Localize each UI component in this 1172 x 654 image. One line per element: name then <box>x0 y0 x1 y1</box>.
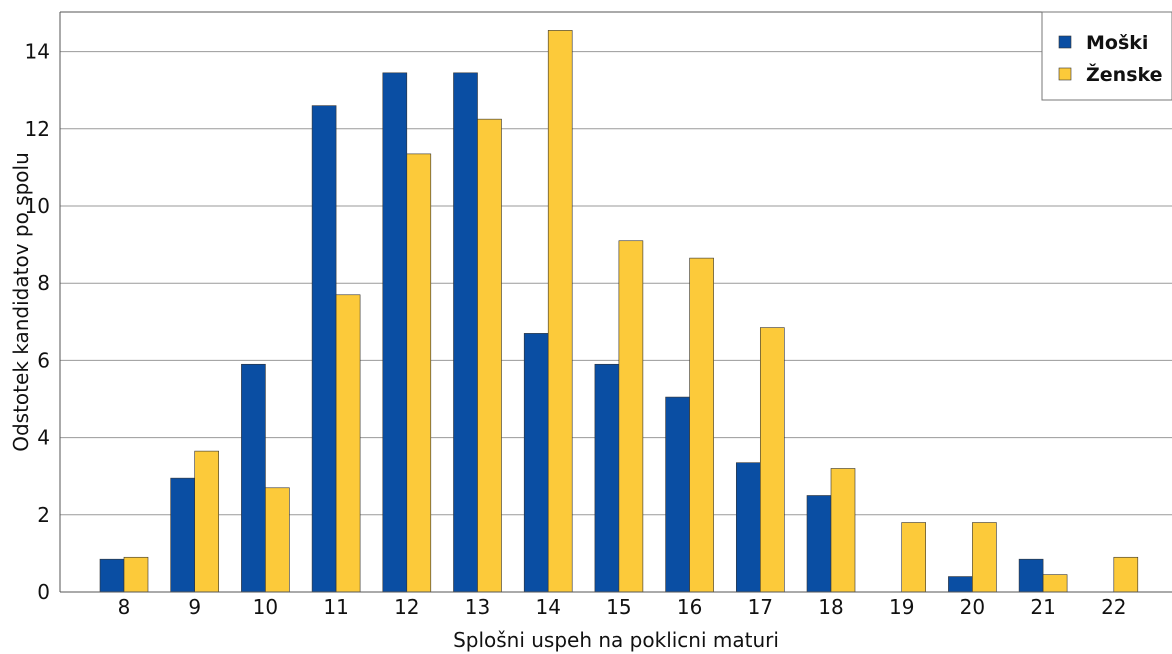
legend-label-moski: Moški <box>1086 32 1148 54</box>
y-tick-label: 0 <box>37 580 50 604</box>
x-tick-labels: 8 9 10 11 12 13 14 15 16 17 18 19 20 21 22 <box>118 595 1127 619</box>
axes <box>59 11 1172 593</box>
bar-zenske <box>335 294 361 593</box>
y-tick-label: 6 <box>37 348 50 372</box>
bar-zenske <box>1113 556 1139 593</box>
bar-zenske <box>477 118 502 593</box>
y-tick-label: 2 <box>37 503 50 527</box>
bar-zenske <box>901 522 927 593</box>
legend-swatch-zenske <box>1058 67 1072 81</box>
bar-moski <box>311 105 337 593</box>
y-tick-label: 10 <box>25 194 50 218</box>
legend-swatch-moski <box>1058 35 1072 49</box>
y-axis-title: Odstotek kandidatov po spolu <box>9 152 33 452</box>
bar-moski <box>170 477 195 593</box>
bar-moski <box>806 495 832 593</box>
y-tick-label: 14 <box>25 40 50 64</box>
x-tick-label: 20 <box>960 595 985 619</box>
bar-moski <box>1018 558 1044 593</box>
x-tick-label: 14 <box>535 595 560 619</box>
y-tick-label: 4 <box>37 426 50 450</box>
x-tick-label: 22 <box>1101 595 1126 619</box>
bar-moski <box>735 462 761 593</box>
bar-moski <box>241 363 266 593</box>
x-tick-label: 11 <box>323 595 348 619</box>
x-tick-label: 19 <box>889 595 914 619</box>
bar-zenske <box>123 556 149 593</box>
bar-zenske <box>759 327 785 593</box>
bar-zenske <box>972 522 997 593</box>
bar-zenske <box>265 487 290 593</box>
legend: Moški Ženske <box>1041 11 1172 101</box>
bars <box>99 30 1139 593</box>
x-tick-label: 16 <box>677 595 702 619</box>
x-axis-title: Splošni uspeh na poklicni maturi <box>453 628 779 652</box>
bar-moski <box>382 72 408 593</box>
y-tick-labels: 0 2 4 6 8 10 12 14 <box>25 40 50 604</box>
x-tick-label: 18 <box>818 595 843 619</box>
x-tick-label: 9 <box>188 595 201 619</box>
x-tick-label: 15 <box>606 595 631 619</box>
x-tick-label: 8 <box>118 595 131 619</box>
x-tick-label: 13 <box>465 595 490 619</box>
bar-moski <box>453 72 478 593</box>
bar-zenske <box>689 257 714 593</box>
bar-zenske <box>194 450 219 593</box>
y-tick-label: 8 <box>37 271 50 295</box>
bar-moski <box>99 558 125 593</box>
bar-moski <box>523 333 549 593</box>
bar-zenske <box>618 240 644 593</box>
bar-moski <box>594 363 620 593</box>
bar-zenske <box>1042 574 1068 593</box>
legend-box <box>1041 11 1172 101</box>
y-tick-label: 12 <box>25 117 50 141</box>
bar-moski <box>948 576 973 593</box>
x-tick-label: 10 <box>253 595 278 619</box>
legend-label-zenske: Ženske <box>1086 63 1163 86</box>
x-tick-label: 21 <box>1030 595 1055 619</box>
x-tick-label: 12 <box>394 595 419 619</box>
bar-zenske <box>547 30 573 593</box>
bar-moski <box>665 396 690 593</box>
x-tick-label: 17 <box>748 595 773 619</box>
bar-zenske <box>406 153 432 593</box>
bar-zenske <box>830 468 856 593</box>
